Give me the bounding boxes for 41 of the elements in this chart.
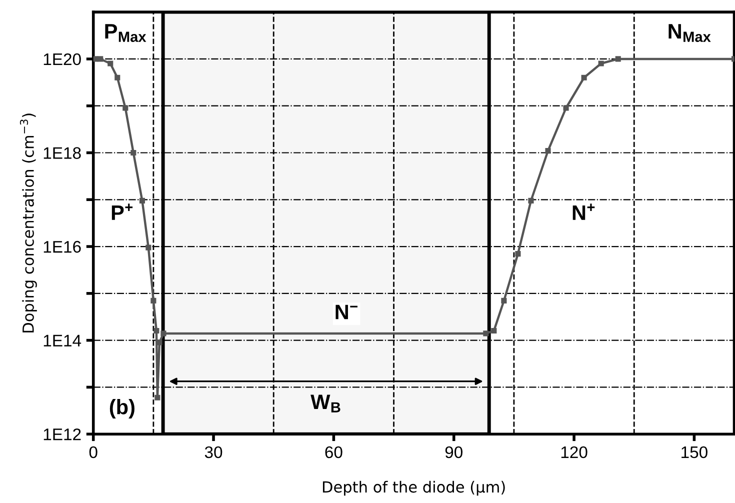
- x-tick-label: 120: [561, 446, 588, 458]
- band-label: W$_{B}$: [310, 394, 340, 412]
- annotation: N$^{+}$: [572, 204, 595, 220]
- point: [563, 105, 569, 111]
- point: [581, 74, 587, 80]
- point: [598, 60, 604, 66]
- annotation: P$^{+}$: [112, 204, 133, 220]
- x-tick-label: 90: [445, 446, 462, 458]
- annotation: N$^{−}$: [336, 304, 358, 320]
- point: [154, 394, 160, 400]
- point: [114, 74, 120, 80]
- x-tick-label: 150: [682, 446, 708, 458]
- y-tick-label: 1E12: [44, 428, 81, 440]
- point: [483, 330, 489, 336]
- x-tick-label: 0: [89, 446, 98, 458]
- x-axis-title: Depth of the diode (µm): [322, 480, 505, 496]
- point: [139, 198, 145, 204]
- point: [491, 328, 497, 334]
- y-tick-label: 1E18: [44, 147, 81, 159]
- y-axis-title: Doping concentration (cm$^{−3}$): [20, 114, 37, 332]
- annotation: P$_{Max}$: [105, 24, 146, 42]
- point: [515, 251, 521, 257]
- point: [528, 198, 534, 204]
- annotation: N$_{Max}$: [668, 24, 711, 42]
- point: [108, 60, 114, 66]
- point: [615, 56, 621, 62]
- y-tick-label: 1E20: [44, 53, 81, 66]
- point: [501, 298, 507, 304]
- point: [154, 328, 160, 334]
- point: [150, 298, 156, 304]
- x-tick-label: 30: [204, 446, 222, 458]
- y-tick-label: 1E16: [44, 240, 81, 253]
- point: [130, 150, 136, 156]
- point: [98, 56, 104, 62]
- y-tick-label: 1E14: [44, 334, 82, 346]
- point: [146, 244, 152, 250]
- point: [545, 148, 551, 154]
- annotation: (b): [110, 399, 134, 418]
- point: [122, 105, 128, 111]
- point: [160, 330, 166, 336]
- x-tick-label: 60: [325, 446, 342, 458]
